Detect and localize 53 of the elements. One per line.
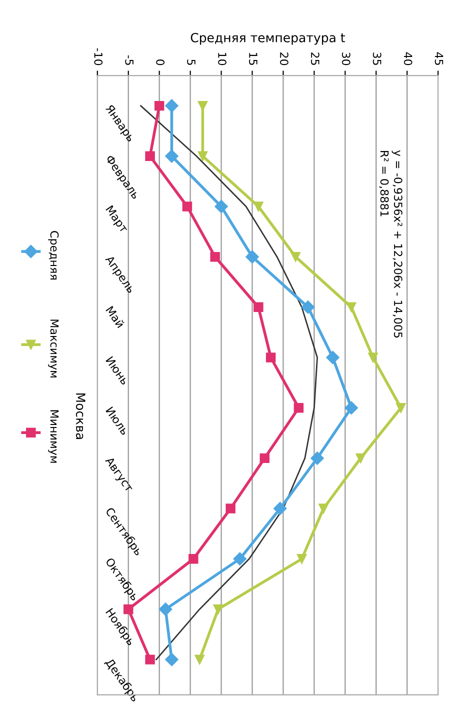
point	[233, 552, 246, 566]
legend-label: Максимум	[48, 320, 59, 378]
point	[165, 652, 178, 666]
annotation: y = -0,9356x² + 12,206x - 14,005	[392, 150, 402, 338]
x-tick-label: 35	[372, 52, 382, 65]
x-tick-label: 20	[280, 52, 288, 66]
point	[274, 502, 287, 516]
point	[301, 300, 315, 314]
point	[310, 452, 324, 465]
point	[198, 151, 208, 162]
point	[182, 202, 192, 212]
y-axis-title: Москва	[76, 393, 86, 439]
point	[368, 352, 378, 362]
point	[326, 350, 340, 364]
point	[158, 602, 172, 616]
x-tick-label: 10	[218, 52, 226, 66]
annotation: R² = 0,8881	[379, 150, 389, 216]
point	[318, 504, 328, 514]
point	[346, 302, 356, 312]
point	[396, 402, 406, 413]
point	[154, 100, 164, 111]
point	[296, 554, 307, 564]
point	[356, 453, 366, 464]
x-tick-label: -5	[125, 55, 134, 65]
point	[210, 252, 220, 262]
point	[266, 352, 276, 362]
point	[214, 200, 228, 214]
point	[145, 151, 155, 162]
legend-label: Средняя	[48, 231, 59, 280]
x-tick-label: 40	[404, 52, 412, 66]
point	[213, 604, 224, 614]
legend-label: Минимум	[48, 410, 59, 463]
x-tick-label: 30	[342, 52, 350, 66]
point	[165, 150, 178, 163]
x-tick-label: 25	[310, 52, 320, 65]
point	[294, 402, 304, 413]
point	[254, 202, 264, 212]
point	[290, 252, 300, 262]
point	[246, 250, 259, 264]
point	[194, 654, 204, 664]
point	[145, 654, 155, 664]
x-tick-label: 15	[249, 52, 258, 65]
point	[254, 302, 264, 312]
x-tick-label: 45	[434, 52, 444, 65]
point	[165, 99, 178, 112]
x-axis-title: Средняя температура t	[190, 32, 346, 45]
point	[188, 554, 198, 564]
point	[344, 401, 358, 414]
x-tick-label: 0	[156, 60, 165, 66]
x-tick-label: -10	[94, 48, 103, 66]
point	[260, 453, 270, 464]
x-tick-label: 5	[187, 60, 196, 65]
point	[226, 504, 236, 514]
